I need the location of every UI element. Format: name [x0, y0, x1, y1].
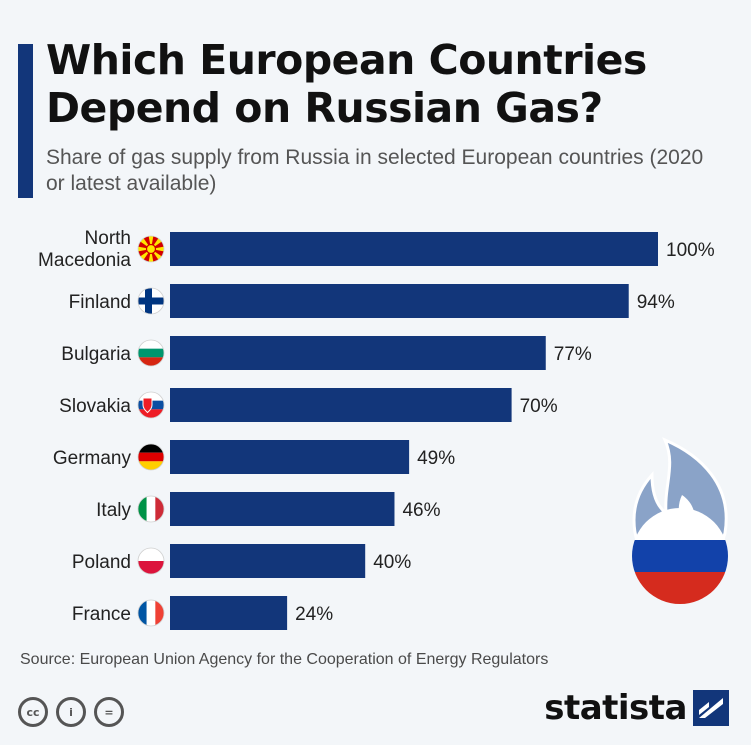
title-accent-bar — [18, 44, 33, 198]
value-label: 46% — [402, 500, 440, 521]
flag-bg-icon — [137, 339, 165, 367]
value-label: 24% — [295, 604, 333, 625]
bar-france — [170, 596, 288, 630]
statista-logo-icon — [693, 690, 729, 726]
flag-de-icon — [137, 443, 165, 471]
category-label: Slovakia — [59, 396, 131, 417]
value-label: 100% — [666, 240, 715, 261]
title-line-2: Depend on Russian Gas? — [46, 84, 603, 132]
bar-slovakia — [170, 388, 512, 422]
flag-pl-icon — [137, 547, 165, 575]
bar-italy — [170, 492, 395, 526]
flag-sk-icon — [137, 391, 165, 419]
value-label: 49% — [417, 448, 455, 469]
category-label: Germany — [53, 448, 132, 469]
russia-gas-illustration — [632, 437, 728, 604]
category-label: Finland — [69, 292, 131, 313]
cc-icon[interactable]: cc — [18, 697, 48, 727]
category-label: Bulgaria — [61, 344, 131, 365]
chart-title: Which European Countries Depend on Russi… — [46, 36, 736, 132]
statista-logo[interactable]: statista — [544, 688, 729, 728]
value-label: 40% — [373, 552, 411, 573]
bar-germany — [170, 440, 410, 474]
bar-finland — [170, 284, 629, 318]
value-label: 70% — [520, 396, 558, 417]
category-label: France — [72, 604, 131, 625]
value-label: 94% — [637, 292, 675, 313]
category-label: Poland — [72, 552, 131, 573]
bar-poland — [170, 544, 366, 578]
logo-text: statista — [544, 688, 687, 728]
license-icons: cc i = — [18, 697, 124, 727]
bar-north-macedonia — [170, 232, 658, 266]
bars-layer: 100% North Macedonia 94% Finland 77% Bulgaria 7… — [38, 228, 715, 630]
chart-subtitle: Share of gas supply from Russia in selec… — [46, 146, 704, 195]
category-label: North Macedonia — [38, 228, 131, 271]
flag-fi-icon — [137, 287, 165, 315]
attribution-icon[interactable]: i — [56, 697, 86, 727]
bar-bulgaria — [170, 336, 546, 370]
value-label: 77% — [554, 344, 592, 365]
no-derivatives-icon[interactable]: = — [94, 697, 124, 727]
title-line-1: Which European Countries — [46, 36, 647, 84]
bar-chart: 100% North Macedonia 94% Finland 77% Bulgaria 7… — [38, 228, 728, 630]
flag-mk-icon — [137, 235, 165, 263]
category-label: Italy — [96, 500, 131, 521]
flag-fr-icon — [137, 599, 165, 627]
source-note: Source: European Union Agency for the Co… — [20, 651, 549, 668]
flag-it-icon — [137, 495, 165, 523]
